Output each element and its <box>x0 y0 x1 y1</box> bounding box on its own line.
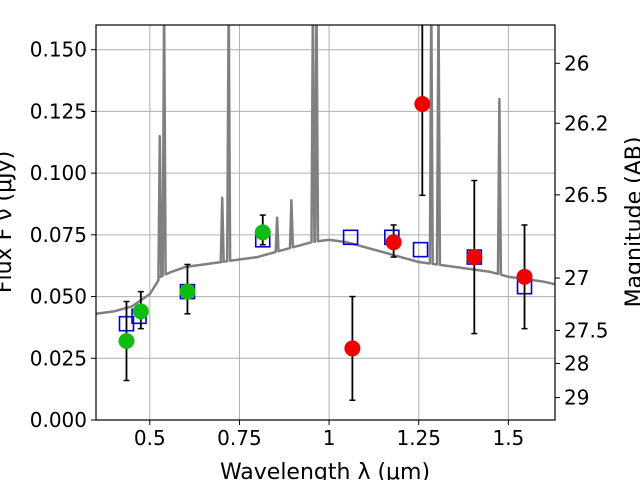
red-data-point <box>385 234 402 251</box>
green-data-point <box>132 303 149 320</box>
x-tick-label: 1.5 <box>492 426 524 450</box>
green-data-point <box>254 224 271 241</box>
green-data-point <box>118 333 135 349</box>
right-tick-label: 29 <box>564 386 589 410</box>
right-tick-label: 28 <box>564 351 589 375</box>
model-square-marker <box>342 229 359 246</box>
green-data-point <box>179 283 196 300</box>
x-axis-title: Wavelength λ (μm) <box>220 460 430 480</box>
right-tick-label: 27 <box>564 266 589 290</box>
right-tick-label: 26 <box>564 51 589 75</box>
red-data-point <box>344 340 361 357</box>
plot-layer <box>96 25 555 401</box>
right-tick-label: 26.5 <box>564 183 609 207</box>
x-tick-label: 0.5 <box>134 426 166 450</box>
y-tick-label: 0.125 <box>30 99 87 123</box>
y-tick-label: 0.000 <box>30 408 87 432</box>
spectrum-line <box>96 25 555 316</box>
red-data-point <box>414 96 431 112</box>
y-tick-label: 0.150 <box>30 38 87 62</box>
red-data-point <box>466 249 483 266</box>
axes-layer: 0.5 0.75 1 1.25 1.5 0.000 0.025 0.050 0.075 0.100… <box>30 24 609 450</box>
x-tick-label: 1 <box>323 426 336 450</box>
right-axis-title: Magnitude (AB) <box>622 137 640 308</box>
x-tick-label: 1.25 <box>396 426 441 450</box>
y-tick-label: 0.075 <box>30 223 87 247</box>
x-tick-label: 0.75 <box>217 426 262 450</box>
y-axis-title: Flux F ν (μJy) <box>0 151 17 293</box>
model-square-marker <box>412 241 429 258</box>
y-tick-label: 0.050 <box>30 285 87 309</box>
right-tick-label: 27.5 <box>564 318 609 342</box>
y-tick-label: 0.025 <box>30 346 87 370</box>
plot-frame <box>95 24 556 421</box>
y-tick-label: 0.100 <box>30 161 87 185</box>
right-tick-label: 26.2 <box>564 111 609 135</box>
red-data-point <box>516 268 533 285</box>
